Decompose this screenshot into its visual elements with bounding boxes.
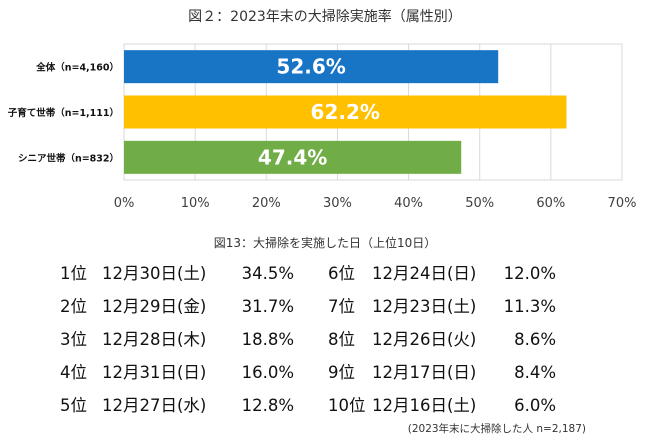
table-row: 9位 12月17日(日) 8.4% [0,360,580,386]
x-tick-label: 10% [181,196,210,211]
date-label: 12月26日(火) [372,327,476,353]
table-row: 8位 12月26日(火) 8.6% [0,327,580,353]
x-tick-label: 40% [394,196,423,211]
percent-value: 12.0% [498,261,556,287]
table-row: 6位 12月24日(日) 12.0% [0,261,580,287]
table-row: 10位 12月16日(土) 6.0% [0,393,580,419]
x-tick-label: 30% [323,196,352,211]
date-label: 12月17日(日) [372,360,476,386]
x-tick-label: 60% [536,196,565,211]
percent-value: 11.3% [498,294,556,320]
category-labels: 全体（n=4,160） 子育て世帯（n=1,111） シニア世帯（n=832） [8,62,119,165]
percent-value: 8.4% [498,360,556,386]
category-label: 子育て世帯（n=1,111） [8,107,119,119]
data-label: 47.4% [258,145,327,169]
percent-value: 6.0% [498,393,556,419]
x-tick-label: 70% [608,196,637,211]
rank-label: 9位 [328,360,355,386]
x-tick-label: 20% [252,196,281,211]
x-tick-label: 0% [114,196,135,211]
category-label: 全体（n=4,160） [35,62,119,74]
x-tick-label: 50% [465,196,494,211]
table-footnote: (2023年末に大掃除した人 n=2,187) [408,421,586,436]
rank-label: 6位 [328,261,355,287]
data-label: 52.6% [276,55,345,79]
rank-label: 8位 [328,327,355,353]
table-row: 7位 12月23日(土) 11.3% [0,294,580,320]
data-label: 62.2% [311,100,380,124]
date-label: 12月24日(日) [372,261,476,287]
date-label: 12月16日(土) [372,393,476,419]
bar-chart: 52.6% 62.2% 47.4% 全体（n=4,160） 子育て世帯（n=1,111… [0,0,650,230]
table-caption: 図13：大掃除を実施した日（上位10日） [0,234,650,251]
rank-label: 7位 [328,294,355,320]
x-tick-labels: 0% 10% 20% 30% 40% 50% 60% 70% [114,196,637,211]
rank-label: 10位 [328,393,366,419]
percent-value: 8.6% [498,327,556,353]
category-label: シニア世帯（n=832） [18,152,119,164]
date-label: 12月23日(土) [372,294,476,320]
